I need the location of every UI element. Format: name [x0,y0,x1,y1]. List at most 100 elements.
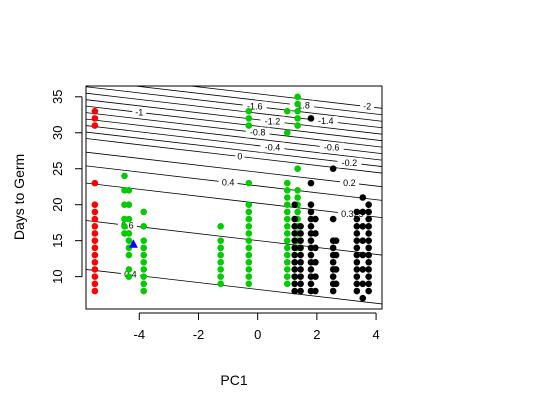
black-data-point [353,237,361,244]
contour-label-bg [339,177,359,188]
green-data-point [217,258,224,266]
contour-label-bg [360,101,375,112]
contour-label-bg [218,177,238,188]
black-data-point [353,287,361,295]
red-data-point [91,215,99,223]
contour-label-bg [245,127,270,138]
contour-line [86,125,382,161]
x-axis: -4 -2 0 2 4 [133,312,380,342]
green-data-point [294,187,301,194]
black-data-point [365,215,372,223]
contour-line [86,131,382,167]
black-data-point [353,258,361,266]
x-tick-label: -2 [193,327,205,342]
y-tick-label: 15 [50,233,65,247]
black-data-point [329,215,337,223]
contour-label-bg [242,101,267,112]
black-data-point [353,266,361,273]
contour-label: -1 [135,107,143,117]
contour-line [131,86,382,116]
green-data-point [217,251,224,259]
green-data-point [283,273,291,280]
black-data-point [365,287,372,295]
green-data-point [294,165,301,173]
green-data-point [283,222,291,230]
plot-frame [85,85,383,310]
green-data-point [140,251,148,259]
red-data-point [91,251,99,259]
black-data-point [365,266,372,273]
contour-line [187,86,382,109]
contour-label: -0.6 [324,143,340,153]
contour-line [86,151,382,188]
x-tick-label: 4 [372,327,379,342]
y-axis: 10 15 20 25 30 35 [50,90,83,284]
black-data-point [329,244,337,252]
black-data-point [307,208,315,216]
green-data-point [294,107,301,115]
green-data-point [140,222,148,230]
black-data-point [329,165,337,173]
green-data-point [294,194,301,201]
green-data-point [245,208,253,216]
green-data-point [283,280,291,288]
black-data-point [365,230,372,237]
contour-line [86,86,382,122]
black-data-point [291,215,298,223]
black-data-point [307,222,315,230]
green-data-point [283,208,291,216]
black-data-point [307,280,315,288]
black-data-point [297,237,304,244]
black-data-point [291,251,298,259]
green-data-point [140,244,148,252]
black-data-point [312,287,319,295]
black-data-point [359,294,367,302]
green-data-point [125,215,133,223]
green-data-point [245,280,253,288]
black-data-point [329,287,337,295]
contour-label: 0.325 [341,209,364,219]
y-tick-label: 10 [50,269,65,283]
red-data-point [91,122,99,129]
black-data-point [297,230,304,237]
black-data-point [307,115,315,122]
green-data-point [217,222,224,230]
black-data-point [359,194,367,201]
black-data-point [307,237,315,244]
green-data-point [245,122,253,129]
black-data-point [359,266,367,273]
green-data-point [294,208,301,216]
black-data-point [359,222,367,230]
green-data-point [283,107,291,115]
green-data-point [245,179,253,187]
black-data-point [291,273,298,280]
green-data-point [294,100,301,108]
black-data-point [353,215,361,223]
contour-label: -1.2 [265,116,281,126]
black-data-point [365,237,372,244]
green-data-point [294,122,301,129]
green-data-point [121,172,128,180]
black-data-point [365,273,372,280]
green-data-point [121,222,128,230]
red-data-point [91,244,99,252]
black-data-point [359,237,367,244]
red-data-point [91,208,99,216]
green-data-point [245,237,253,244]
blue-triangle-point [128,239,138,248]
x-tick-label: 0 [254,327,261,342]
contour-label: -1.8 [294,100,310,110]
contour-label: -1.4 [318,116,334,126]
black-data-point [312,273,319,280]
black-data-point [307,266,315,273]
black-data-point [332,237,340,244]
black-data-point [365,258,372,266]
green-data-point [125,251,133,259]
red-data-point [91,273,99,280]
black-data-point [359,280,367,288]
red-data-point [91,237,99,244]
black-data-point [291,266,298,273]
green-data-point [140,280,148,288]
y-tick-label: 20 [50,197,65,211]
